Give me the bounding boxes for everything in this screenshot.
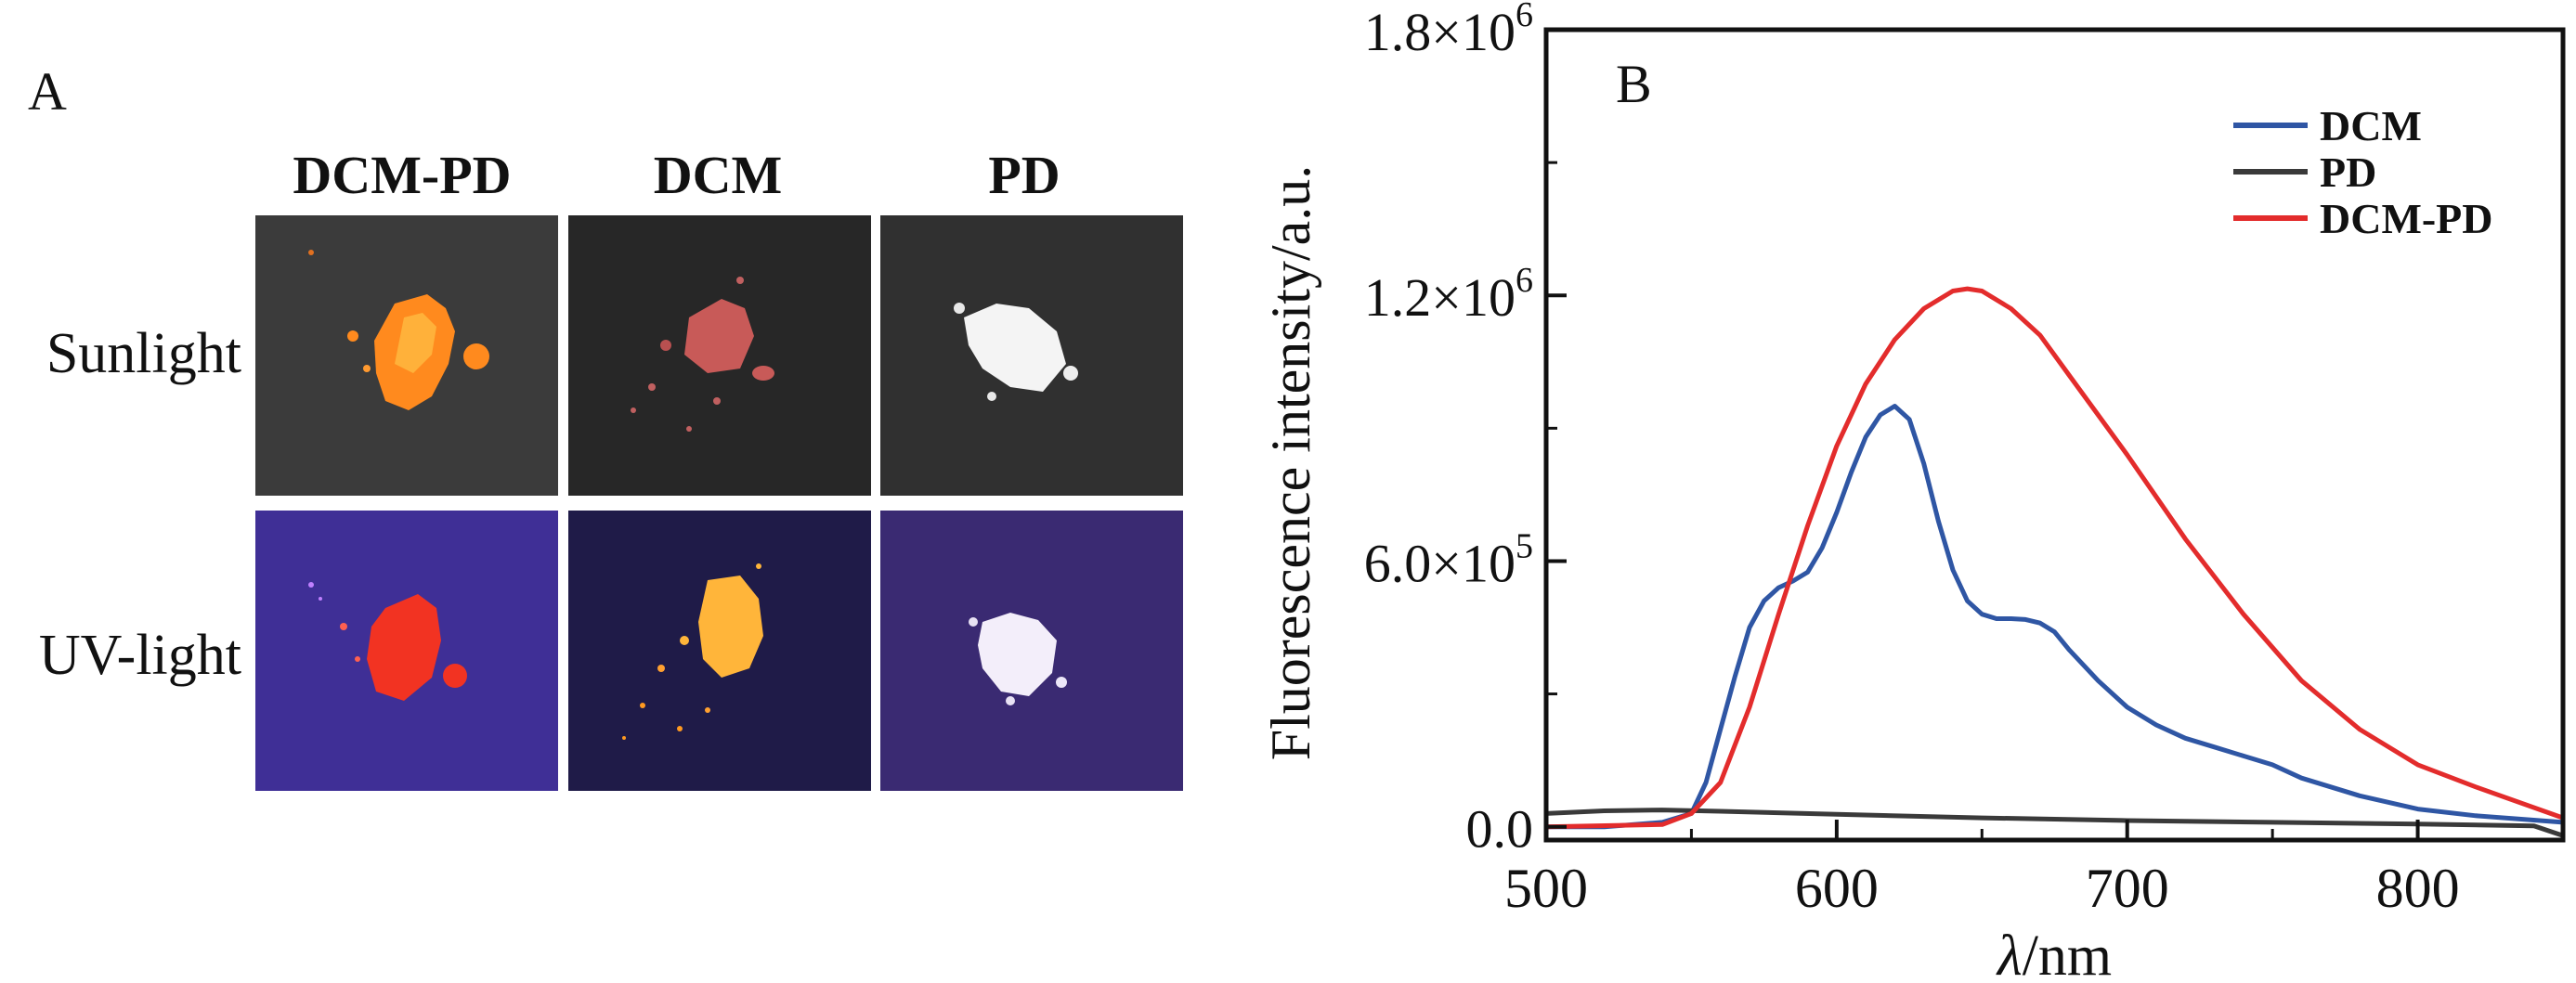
- photo-uv-dcm: [568, 511, 871, 791]
- plot-frame: [1543, 27, 2566, 843]
- y-tick-label: 6.0×105: [1364, 526, 1533, 593]
- x-axis-label: λ/nm: [1996, 925, 2112, 983]
- photo-uv-dcm-pd: [255, 511, 558, 791]
- series-line-dcm: [1546, 404, 2564, 830]
- photo-sunlight-dcm-pd: [255, 215, 558, 496]
- legend-label-dcm: DCM: [2320, 102, 2422, 149]
- panel-a-letter: A: [28, 61, 67, 122]
- column-header-pd: PD: [988, 145, 1060, 205]
- y-tick-label: 1.8×106: [1364, 0, 1533, 62]
- legend-label-pd: PD: [2320, 149, 2376, 196]
- photo-sunlight-dcm: [568, 215, 871, 496]
- row-label-sunlight: Sunlight: [46, 322, 241, 385]
- y-tick-label: 0.0: [1466, 799, 1534, 860]
- photo-sunlight-pd: [880, 215, 1183, 496]
- column-header-dcm-pd: DCM-PD: [293, 145, 512, 205]
- x-tick-label: 700: [2086, 858, 2169, 919]
- photo-uv-pd: [880, 511, 1183, 791]
- y-axis-label: Fluorescence intensity/a.u.: [1260, 165, 1321, 760]
- x-tick-label: 800: [2376, 858, 2460, 919]
- x-tick-label: 500: [1504, 858, 1588, 919]
- panel-b-letter: B: [1616, 54, 1652, 114]
- x-tick-label: 600: [1795, 858, 1879, 919]
- y-tick-label: 1.2×106: [1364, 261, 1533, 328]
- series-line-pd: [1545, 808, 2564, 838]
- row-label-uv-light: UV-light: [38, 624, 241, 687]
- column-header-dcm: DCM: [653, 145, 783, 205]
- series-line-dcm-pd: [1545, 286, 2564, 830]
- legend-label-dcm-pd: DCM-PD: [2320, 195, 2493, 242]
